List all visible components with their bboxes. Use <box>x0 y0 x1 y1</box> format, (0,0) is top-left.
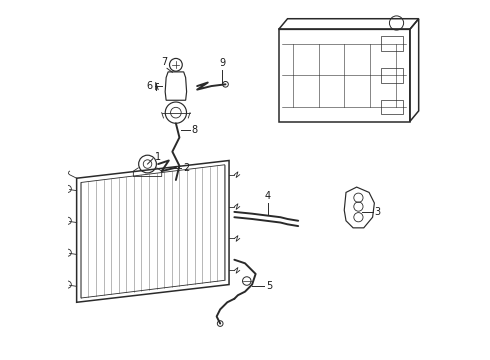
Text: 5: 5 <box>266 281 272 291</box>
Text: 9: 9 <box>219 58 225 68</box>
Text: 8: 8 <box>192 125 198 135</box>
Bar <box>381 36 403 51</box>
Bar <box>381 100 403 114</box>
Text: 4: 4 <box>265 191 271 201</box>
Text: 1: 1 <box>155 152 161 162</box>
Text: 2: 2 <box>183 163 189 172</box>
Text: 6: 6 <box>146 81 152 91</box>
Bar <box>381 68 403 82</box>
Text: 7: 7 <box>161 57 168 67</box>
Text: 3: 3 <box>374 207 381 217</box>
